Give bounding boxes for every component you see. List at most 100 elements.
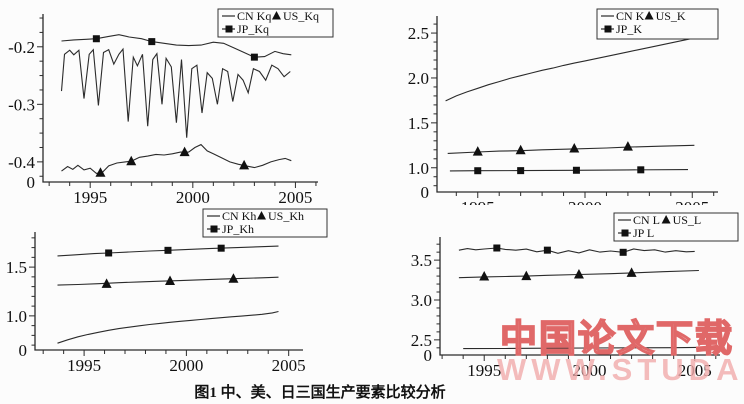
marker-square	[474, 167, 482, 175]
origin-label: 0	[421, 183, 430, 202]
figure-caption: 图1 中、美、日三国生产要素比较分析	[194, 385, 446, 401]
marker-square	[217, 244, 225, 252]
chart-canvas-kq: 1995 2000 2005 -0.2 -0.3 -0.40 CN Kq US_Kq JP_Kq	[8, 8, 334, 207]
legend-triangle-marker	[644, 11, 654, 20]
x-tick-label: 2000	[169, 356, 203, 375]
y-tick-label: 1.0	[408, 159, 429, 178]
legend-label: CN Kq	[237, 9, 271, 23]
chart-kh: 1995 2000 2005 1.5 1.0 0 CN Kh US_Kh JP_Kh	[0, 205, 372, 382]
y-tick-label: 3.5	[411, 251, 432, 270]
y-tick-label: -0.4	[8, 153, 35, 172]
x-tick-label: 2000	[176, 188, 210, 205]
x-tick-label: 1995	[461, 198, 495, 205]
y-tick-label: 2.0	[408, 69, 429, 88]
marker-square	[572, 166, 580, 174]
legend-triangle-marker	[272, 11, 281, 20]
legend-square-marker	[210, 225, 218, 233]
y-tick-label: -0.3	[8, 95, 35, 114]
series-JP_K	[449, 169, 689, 172]
legend-label: JP_K	[616, 22, 642, 36]
chart-canvas-kh: 1995 2000 2005 1.5 1.0 0 CN Kh US_Kh JP_Kh	[6, 208, 328, 375]
marker-square	[619, 248, 627, 256]
series-CN-K	[445, 37, 693, 102]
legend-box	[596, 8, 719, 40]
legend-label: CN L	[633, 213, 660, 227]
legend-triangle-marker	[661, 215, 671, 224]
y-tick-label: 1.0	[6, 307, 27, 326]
marker-square	[105, 249, 113, 257]
marker-triangle	[479, 270, 490, 281]
marker-triangle	[569, 142, 580, 153]
origin-label: 0	[19, 341, 28, 360]
marker-triangle	[165, 275, 176, 285]
marker-triangle	[228, 273, 239, 283]
series-US_L	[458, 269, 699, 279]
x-tick-label: 1995	[67, 356, 101, 375]
chart-canvas-k: 1995 2000 2005 2.5 2.0 1.5 1.0 0 CN K US_K JP_K	[408, 8, 719, 217]
series-JP_Kq	[61, 34, 292, 58]
legend-box	[613, 212, 739, 242]
legend-label: JP L	[633, 226, 654, 240]
x-tick-label: 1995	[73, 188, 107, 205]
marker-triangle	[95, 167, 106, 177]
marker-triangle	[239, 159, 250, 170]
axes	[439, 237, 720, 356]
origin-label: 0	[424, 346, 433, 365]
series-US_Kq	[61, 143, 292, 174]
marker-square	[148, 38, 156, 46]
chart-canvas-l: 1995 2000 2005 3.5 3.0 2.50 CN L US_L JP L	[411, 212, 739, 380]
y-tick-label: 1.5	[6, 258, 27, 277]
x-tick-label: 2005	[272, 356, 306, 375]
legend-label: CN K	[616, 9, 645, 23]
series-CN-Kq	[60, 47, 291, 138]
marker-triangle	[515, 144, 526, 155]
legend-label: JP_Kq	[237, 22, 269, 36]
marker-triangle	[101, 278, 112, 288]
legend-square-marker	[604, 25, 612, 33]
legend-square-marker	[225, 25, 233, 33]
y-tick-label: 2.5	[408, 24, 429, 43]
series-US_K	[447, 144, 695, 154]
marker-square	[92, 35, 100, 43]
marker-triangle	[179, 146, 190, 157]
legend-label: US_L	[673, 213, 702, 227]
legend-box	[202, 208, 328, 238]
marker-triangle	[521, 270, 532, 281]
x-tick-label: 2005	[278, 188, 312, 205]
marker-square	[637, 166, 645, 174]
marker-triangle	[573, 268, 584, 279]
legend-label: US_Kq	[283, 9, 319, 23]
x-tick-label: 2000	[568, 198, 602, 205]
legend-label: US_K	[656, 9, 686, 23]
marker-triangle	[472, 146, 483, 156]
chart-k: 1995 2000 2005 2.5 2.0 1.5 1.0 0 CN K US_K JP_K	[372, 0, 744, 217]
legend-label: CN Kh	[222, 209, 256, 223]
marker-square	[250, 53, 258, 61]
x-tick-label: 2005	[675, 198, 709, 205]
legend-triangle-marker	[257, 211, 266, 220]
y-tick-label: 1.5	[408, 114, 429, 133]
marker-triangle	[622, 141, 633, 151]
series-CN-Kh	[57, 310, 279, 344]
axes	[436, 16, 718, 193]
legend-square-marker	[621, 229, 629, 237]
marker-triangle	[126, 155, 137, 166]
series-CN-L	[463, 346, 697, 350]
x-tick-label: 1995	[467, 361, 501, 380]
axes	[42, 14, 318, 183]
marker-square	[164, 246, 172, 254]
y-tick-label: 3.0	[411, 291, 432, 310]
marker-square	[543, 246, 551, 254]
y-tick-label: -0.2	[8, 38, 35, 57]
legend-label: JP_Kh	[222, 222, 254, 236]
legend-label: US_Kh	[268, 209, 304, 223]
x-tick-label: 2005	[678, 361, 712, 380]
y-tick-label: 2.5	[411, 331, 432, 350]
origin-label: 0	[27, 173, 36, 192]
axes	[34, 232, 303, 351]
marker-square	[517, 167, 525, 175]
chart-kq: 1995 2000 2005 -0.2 -0.3 -0.4 0 CN Kq US_Kq JP_Kq	[0, 0, 372, 207]
marker-square	[493, 244, 501, 252]
x-tick-label: 2000	[572, 361, 606, 380]
